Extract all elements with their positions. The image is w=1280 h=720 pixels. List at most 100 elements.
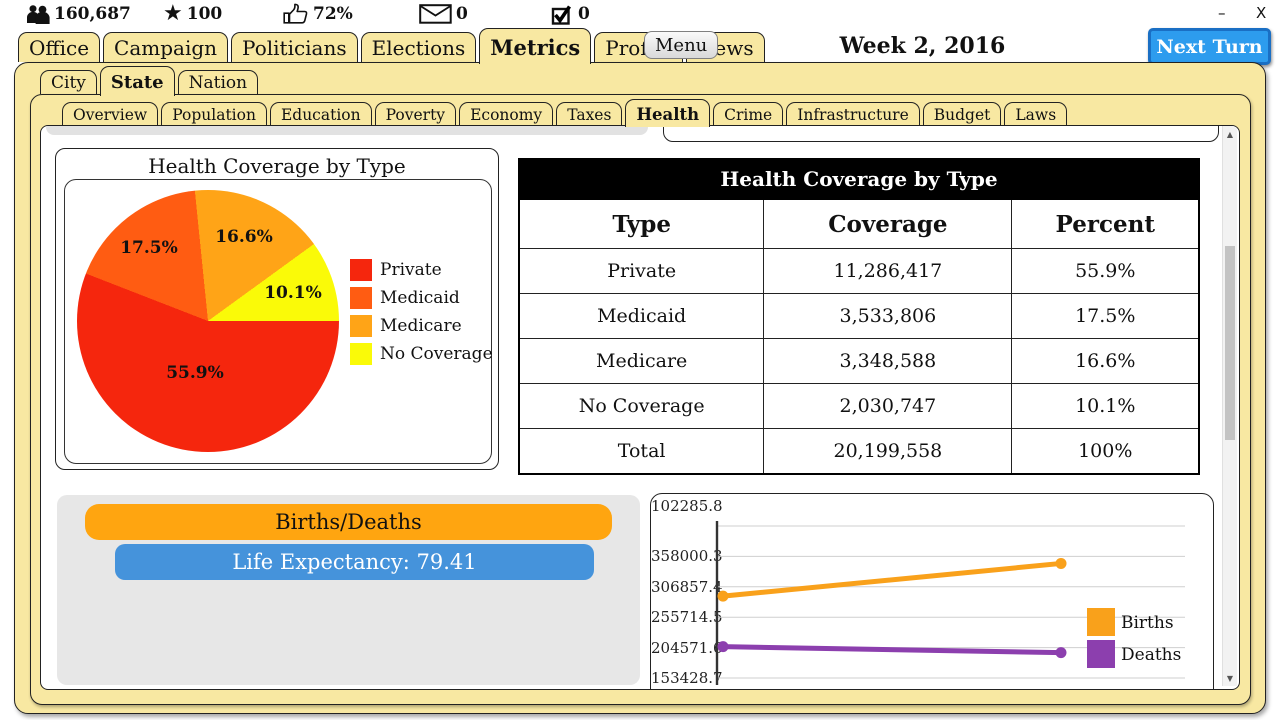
tab-laws[interactable]: Laws [1004,102,1068,125]
tab-overview[interactable]: Overview [62,102,159,125]
metric-tab-bar: Overview Population Education Poverty Ec… [62,98,1068,127]
cell-percent: 100% [1011,428,1200,475]
cell-percent: 17.5% [1011,293,1200,339]
tab-state[interactable]: State [99,66,175,96]
stars-stat: ★ 100 [163,0,222,28]
health-content: Health Coverage by Type 55.9% 17.5% 16.6… [40,125,1240,690]
tasks-count: 0 [578,4,590,24]
population-icon [27,5,50,24]
cell-type: Medicare [518,338,765,384]
cell-coverage: 11,286,417 [763,248,1013,294]
cell-type: Private [518,248,765,294]
cell-percent: 16.6% [1011,338,1200,384]
legend-label: Private [380,260,442,280]
cell-coverage: 3,533,806 [763,293,1013,339]
cell-type: No Coverage [518,383,765,429]
tab-budget[interactable]: Budget [922,102,1002,125]
tab-taxes[interactable]: Taxes [556,102,623,125]
region-tab-bar: City State Nation [40,64,259,96]
y-tick: 255714.5 [651,608,723,626]
tab-crime[interactable]: Crime [713,102,784,125]
y-tick: 153428.7 [651,669,723,687]
tab-economy[interactable]: Economy [459,102,554,125]
tab-nation[interactable]: Nation [177,70,259,94]
cell-coverage: 2,030,747 [763,383,1013,429]
legend-item: Medicaid [350,287,460,309]
tab-politicians[interactable]: Politicians [231,32,358,62]
legend-label: Medicare [380,316,462,336]
col-header-coverage: Coverage [763,198,1013,249]
legend-item: Medicare [350,315,462,337]
cell-type: Total [518,428,765,475]
y-tick: 358000.3 [651,547,723,565]
legend-label: No Coverage [380,344,493,364]
cell-percent: 55.9% [1011,248,1200,294]
coverage-table-title: Health Coverage by Type [518,158,1200,198]
approval-value: 72% [313,4,353,24]
legend-swatch-births [1087,608,1115,636]
population-value: 160,687 [54,4,131,24]
cell-type: Medicaid [518,293,765,339]
tab-population[interactable]: Population [161,102,267,125]
cell-coverage: 3,348,588 [763,338,1013,384]
content-scrollbar: ▲ ▼ [1222,126,1237,686]
births-deaths-button[interactable]: Births/Deaths [85,504,612,540]
tab-city[interactable]: City [40,70,97,94]
legend-item: No Coverage [350,343,493,365]
scrollbar-thumb[interactable] [1225,246,1235,440]
table-row: No Coverage 2,030,747 10.1% [518,383,1200,429]
y-tick: 102285.8 [651,497,723,515]
content-layer: Health Coverage by Type 55.9% 17.5% 16.6… [40,125,1240,690]
tab-health[interactable]: Health [625,99,711,127]
scroll-down-arrow[interactable]: ▼ [1226,673,1234,683]
vitals-panel: Births/Deaths Life Expectancy: 79.41 [57,495,640,685]
menu-button[interactable]: Menu [644,31,719,59]
coverage-table: Health Coverage by Type Type Coverage Pe… [518,158,1200,475]
legend-swatch-deaths [1087,640,1115,668]
pie-chart-frame: 55.9% 17.5% 16.6% 10.1% Private Medicaid [64,179,493,464]
table-header-row: Type Coverage Percent [518,198,1200,249]
pie-label-medicaid: 17.5% [120,238,178,258]
tab-metrics[interactable]: Metrics [479,28,592,64]
legend-label-deaths: Deaths [1121,645,1182,665]
pie [77,190,339,452]
legend-swatch-medicaid [350,287,372,309]
scrolled-bar-remnant [46,126,648,135]
legend-label: Medicaid [380,288,460,308]
checkbox-icon [551,4,571,25]
game-date: Week 2, 2016 [839,33,1006,59]
tab-education[interactable]: Education [269,102,372,125]
star-icon: ★ [163,1,183,26]
close-button[interactable]: X [1256,4,1267,22]
tab-office[interactable]: Office [18,32,101,62]
table-row: Medicare 3,348,588 16.6% [518,338,1200,384]
tab-infrastructure[interactable]: Infrastructure [786,102,920,125]
table-row: Total 20,199,558 100% [518,428,1200,475]
pie-chart-title: Health Coverage by Type [148,154,406,178]
table-row: Medicaid 3,533,806 17.5% [518,293,1200,339]
col-header-type: Type [518,198,765,249]
cell-percent: 10.1% [1011,383,1200,429]
scroll-up-arrow[interactable]: ▲ [1226,129,1234,139]
tab-campaign[interactable]: Campaign [103,32,229,62]
y-tick: 204571.6 [651,639,723,657]
mail-icon [419,4,452,24]
approval-stat: 72% [283,0,353,28]
tab-elections[interactable]: Elections [360,32,477,62]
tab-poverty[interactable]: Poverty [374,102,457,125]
scrolled-box-remnant [663,126,1219,142]
pie-label-private: 55.9% [166,363,224,383]
legend-label-births: Births [1121,613,1174,633]
legend-item: Private [350,259,442,281]
population-stat: 160,687 [26,0,131,28]
mail-stat: 0 [419,0,468,28]
thumbs-up-icon [283,3,308,24]
stars-value: 100 [186,4,223,24]
cell-coverage: 20,199,558 [763,428,1013,475]
minimize-button[interactable]: – [1218,4,1226,22]
pie-chart-card: Health Coverage by Type 55.9% 17.5% 16.6… [55,148,499,470]
next-turn-button[interactable]: Next Turn [1148,28,1271,65]
y-tick: 306857.4 [651,578,723,596]
legend-swatch-nocoverage [350,343,372,365]
